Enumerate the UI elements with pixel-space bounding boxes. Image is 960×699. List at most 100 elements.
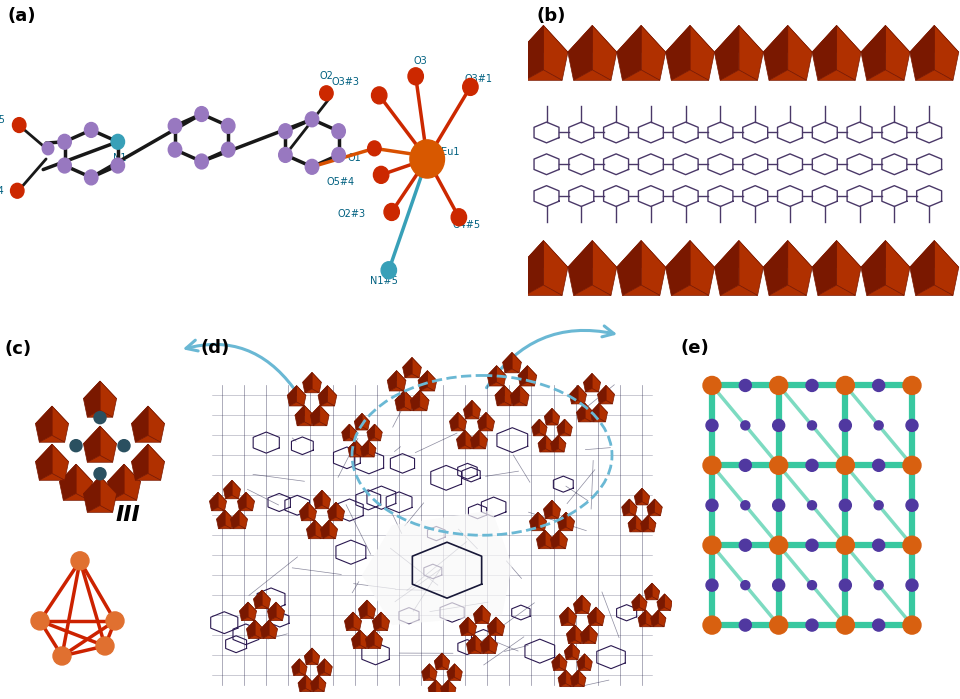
Polygon shape: [218, 492, 227, 511]
Circle shape: [706, 499, 718, 511]
Polygon shape: [597, 385, 614, 394]
Polygon shape: [148, 406, 164, 442]
Polygon shape: [87, 410, 112, 417]
Polygon shape: [428, 680, 436, 697]
Polygon shape: [566, 625, 575, 644]
Polygon shape: [430, 693, 442, 697]
Circle shape: [278, 147, 292, 162]
Polygon shape: [671, 285, 708, 296]
Circle shape: [773, 499, 784, 511]
Circle shape: [773, 419, 784, 431]
Polygon shape: [769, 70, 806, 80]
Polygon shape: [818, 70, 855, 80]
Polygon shape: [460, 617, 476, 626]
Polygon shape: [387, 370, 406, 380]
Polygon shape: [584, 373, 592, 392]
Circle shape: [305, 112, 319, 127]
Polygon shape: [560, 607, 577, 616]
Polygon shape: [586, 389, 598, 392]
Polygon shape: [519, 25, 543, 80]
Circle shape: [873, 380, 885, 391]
Circle shape: [222, 119, 235, 134]
Polygon shape: [358, 600, 367, 619]
Polygon shape: [763, 240, 812, 267]
Polygon shape: [420, 387, 435, 391]
Polygon shape: [132, 406, 148, 442]
Polygon shape: [209, 492, 227, 501]
Polygon shape: [690, 25, 714, 80]
Polygon shape: [361, 440, 369, 457]
Polygon shape: [219, 525, 231, 528]
Text: O5#4: O5#4: [326, 178, 355, 187]
Polygon shape: [320, 405, 329, 426]
Polygon shape: [532, 419, 540, 436]
Polygon shape: [308, 535, 322, 539]
Polygon shape: [570, 670, 586, 678]
Polygon shape: [720, 285, 757, 296]
Polygon shape: [413, 407, 427, 411]
Circle shape: [381, 261, 396, 279]
Polygon shape: [428, 680, 444, 688]
Polygon shape: [356, 427, 368, 430]
Polygon shape: [351, 630, 360, 649]
Polygon shape: [644, 583, 652, 600]
Polygon shape: [319, 675, 326, 691]
Polygon shape: [315, 520, 324, 539]
Polygon shape: [558, 512, 574, 521]
Polygon shape: [763, 240, 788, 296]
Polygon shape: [395, 391, 414, 401]
Polygon shape: [665, 240, 690, 296]
Polygon shape: [490, 382, 504, 386]
Circle shape: [875, 421, 883, 430]
Polygon shape: [599, 403, 608, 422]
Polygon shape: [260, 620, 277, 629]
Polygon shape: [530, 512, 538, 531]
Text: (a): (a): [8, 7, 36, 25]
Polygon shape: [455, 664, 463, 681]
Polygon shape: [525, 70, 563, 80]
Polygon shape: [39, 473, 64, 480]
Polygon shape: [314, 490, 322, 509]
Polygon shape: [84, 381, 100, 417]
Polygon shape: [472, 401, 481, 419]
Text: O3#3: O3#3: [331, 77, 360, 87]
Circle shape: [320, 86, 333, 101]
Polygon shape: [566, 512, 574, 531]
Circle shape: [84, 122, 98, 137]
Polygon shape: [599, 401, 612, 404]
Circle shape: [807, 421, 817, 430]
Polygon shape: [306, 520, 315, 539]
Polygon shape: [84, 426, 116, 444]
Polygon shape: [317, 659, 332, 667]
Polygon shape: [545, 435, 553, 452]
Polygon shape: [578, 385, 587, 404]
Polygon shape: [467, 635, 484, 644]
Polygon shape: [448, 680, 456, 697]
Polygon shape: [592, 373, 601, 392]
Polygon shape: [550, 531, 559, 549]
Polygon shape: [111, 493, 136, 500]
Polygon shape: [596, 607, 605, 626]
Polygon shape: [616, 25, 641, 80]
Polygon shape: [519, 385, 529, 405]
Circle shape: [770, 456, 787, 475]
Polygon shape: [527, 366, 537, 386]
Polygon shape: [664, 594, 672, 611]
Polygon shape: [638, 610, 646, 627]
Polygon shape: [294, 672, 305, 675]
Circle shape: [741, 421, 750, 430]
Polygon shape: [559, 531, 567, 549]
Polygon shape: [324, 659, 332, 675]
Circle shape: [222, 142, 235, 157]
Polygon shape: [552, 654, 560, 670]
Polygon shape: [356, 440, 363, 457]
Polygon shape: [557, 419, 564, 436]
Polygon shape: [449, 412, 458, 431]
Polygon shape: [468, 650, 482, 654]
Polygon shape: [861, 240, 910, 267]
Circle shape: [906, 499, 918, 511]
Circle shape: [739, 459, 752, 471]
Circle shape: [71, 552, 89, 570]
Polygon shape: [505, 369, 519, 373]
Polygon shape: [447, 664, 455, 681]
